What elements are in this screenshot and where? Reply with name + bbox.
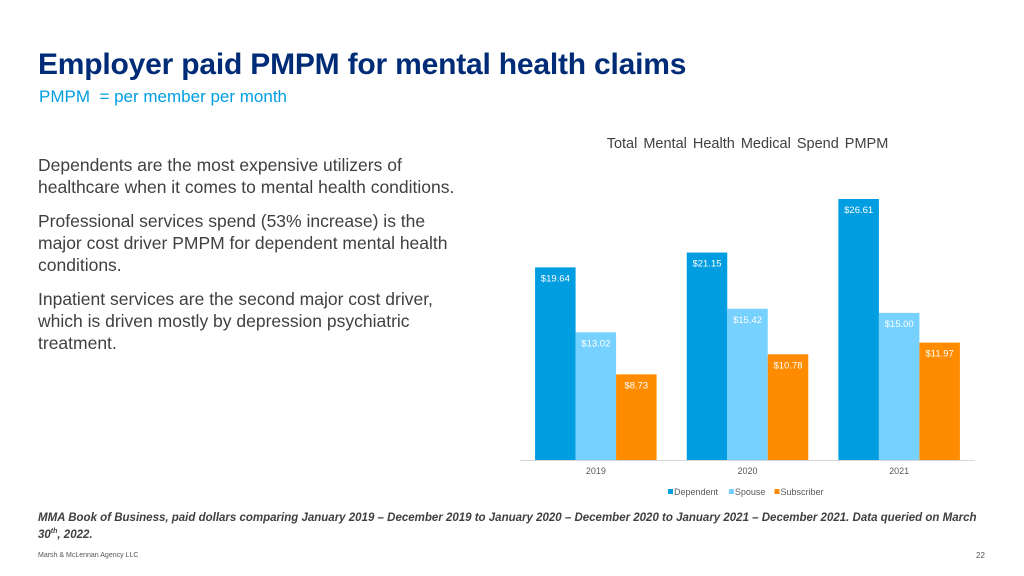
data-label: $15.42 bbox=[733, 315, 762, 326]
footnote-text: MMA Book of Business, paid dollars compa… bbox=[38, 512, 977, 541]
paragraph-3: Inpatient services are the second major … bbox=[38, 289, 433, 353]
data-label: $21.15 bbox=[692, 259, 721, 270]
paragraph-2: Professional services spend (53% increas… bbox=[38, 211, 448, 275]
bar-dependent-2020 bbox=[686, 252, 728, 460]
bar-subscriber-2019 bbox=[616, 374, 657, 460]
footnote-end: , 2022. bbox=[57, 528, 93, 541]
legend-swatch-spouse bbox=[728, 489, 734, 494]
data-label: $10.78 bbox=[773, 360, 802, 371]
data-label: $13.02 bbox=[581, 338, 610, 349]
data-label: $15.00 bbox=[885, 319, 914, 330]
bar-dependent-2019 bbox=[535, 267, 576, 460]
x-tick-label: 2020 bbox=[737, 466, 757, 476]
bar-spouse-2020 bbox=[727, 308, 768, 460]
footnote-sup: th bbox=[50, 528, 58, 535]
legend-label-subscriber: Subscriber bbox=[781, 487, 824, 497]
bar-subscriber-2020 bbox=[767, 354, 809, 460]
body-text: Dependents are the most expensive utiliz… bbox=[38, 154, 458, 366]
x-tick-label: 2021 bbox=[889, 466, 909, 476]
legend-label-spouse: Spouse bbox=[735, 487, 766, 497]
legend-label-dependent: Dependent bbox=[674, 487, 719, 497]
bar-subscriber-2021 bbox=[919, 342, 960, 460]
page-number: 22 bbox=[976, 551, 985, 560]
data-label: $11.97 bbox=[925, 349, 953, 360]
data-label: $19.64 bbox=[541, 273, 570, 284]
bar-spouse-2019 bbox=[575, 332, 617, 460]
slide-title: Employer paid PMPM for mental health cla… bbox=[38, 48, 687, 81]
footnote: MMA Book of Business, paid dollars compa… bbox=[38, 512, 978, 542]
x-tick-label: 2019 bbox=[586, 466, 606, 476]
data-label: $8.73 bbox=[624, 380, 648, 391]
legend-swatch-subscriber bbox=[774, 489, 780, 494]
bar-spouse-2021 bbox=[878, 312, 920, 460]
company-name: Marsh & McLennan Agency LLC bbox=[38, 552, 139, 559]
legend-swatch-dependent bbox=[668, 489, 673, 494]
data-label: $26.61 bbox=[844, 205, 873, 216]
bar-dependent-2021 bbox=[838, 199, 879, 460]
slide-subtitle: PMPM = per member per month bbox=[39, 87, 288, 106]
paragraph-1: Dependents are the most expensive utiliz… bbox=[38, 155, 455, 197]
chart-title: Total Mental Health Medical Spend PMPM bbox=[606, 136, 889, 152]
